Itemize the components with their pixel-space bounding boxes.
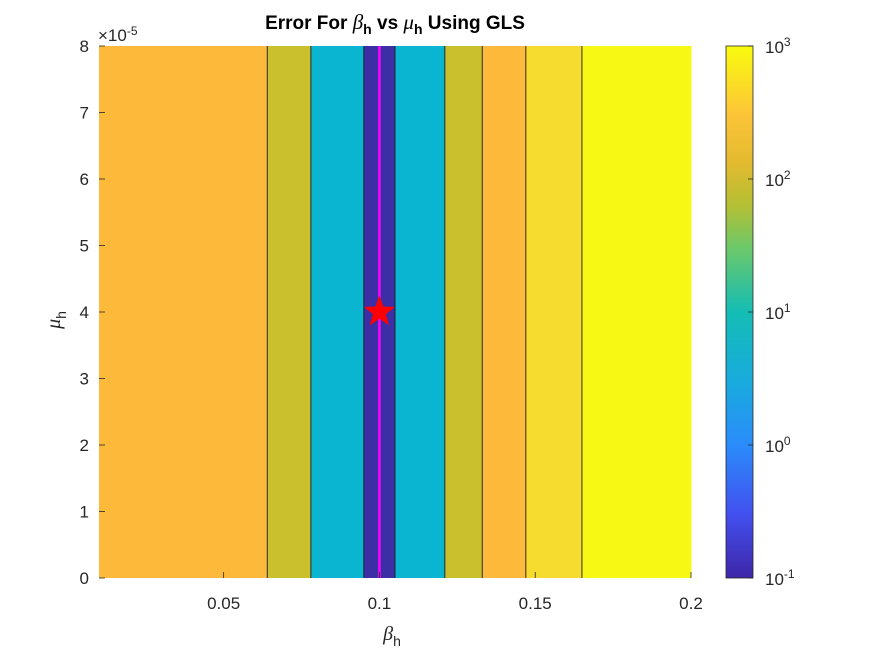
x-tick-label-1: 0.1	[368, 594, 392, 613]
heatmap-band-7	[525, 46, 583, 578]
x-tick-label-0: 0.05	[207, 594, 240, 613]
heatmap-bands	[99, 46, 692, 578]
y-tick-label-5: 5	[80, 237, 89, 256]
y-tick-label-8: 8	[80, 37, 89, 56]
heatmap-band-4	[395, 46, 446, 578]
y-axis-exponent: ×10-5	[98, 24, 138, 45]
y-tick-label-6: 6	[80, 170, 89, 189]
y-tick-label-2: 2	[80, 436, 89, 455]
colorbar-ticks: 10-1 100 101 102 103	[748, 35, 795, 589]
x-axis-label: βh	[382, 623, 401, 649]
heatmap-band-1	[267, 46, 312, 578]
heatmap-band-5	[444, 46, 483, 578]
heatmap-band-2	[310, 46, 365, 578]
y-tick-label-1: 1	[80, 503, 89, 522]
x-tick-label-2: 0.15	[519, 594, 552, 613]
colorbar-tick-label-1: 100	[765, 434, 791, 456]
heatmap-band-6	[482, 46, 527, 578]
x-axis-ticks: 0.05 0.1 0.15 0.2	[207, 572, 703, 613]
heatmap-band-8	[581, 46, 692, 578]
chart-title: Error For βh vs μh Using GLS	[265, 10, 525, 37]
x-tick-label-3: 0.2	[679, 594, 703, 613]
y-axis-label: μh	[43, 311, 69, 330]
colorbar-tick-label-4: 103	[765, 35, 791, 57]
y-tick-label-4: 4	[80, 303, 89, 322]
y-tick-label-7: 7	[80, 104, 89, 123]
y-axis-ticks: 0 1 2 3 4 5 6 7 8	[80, 37, 105, 588]
colorbar-tick-label-0: 10-1	[765, 567, 795, 589]
y-tick-label-0: 0	[80, 569, 89, 588]
contour-lines	[266, 46, 583, 578]
y-tick-label-3: 3	[80, 370, 89, 389]
heatmap-band-0	[99, 46, 268, 578]
true-parameter-star-marker	[363, 295, 396, 326]
colorbar-tick-label-2: 101	[765, 301, 791, 323]
colorbar-tick-label-3: 102	[765, 168, 791, 190]
